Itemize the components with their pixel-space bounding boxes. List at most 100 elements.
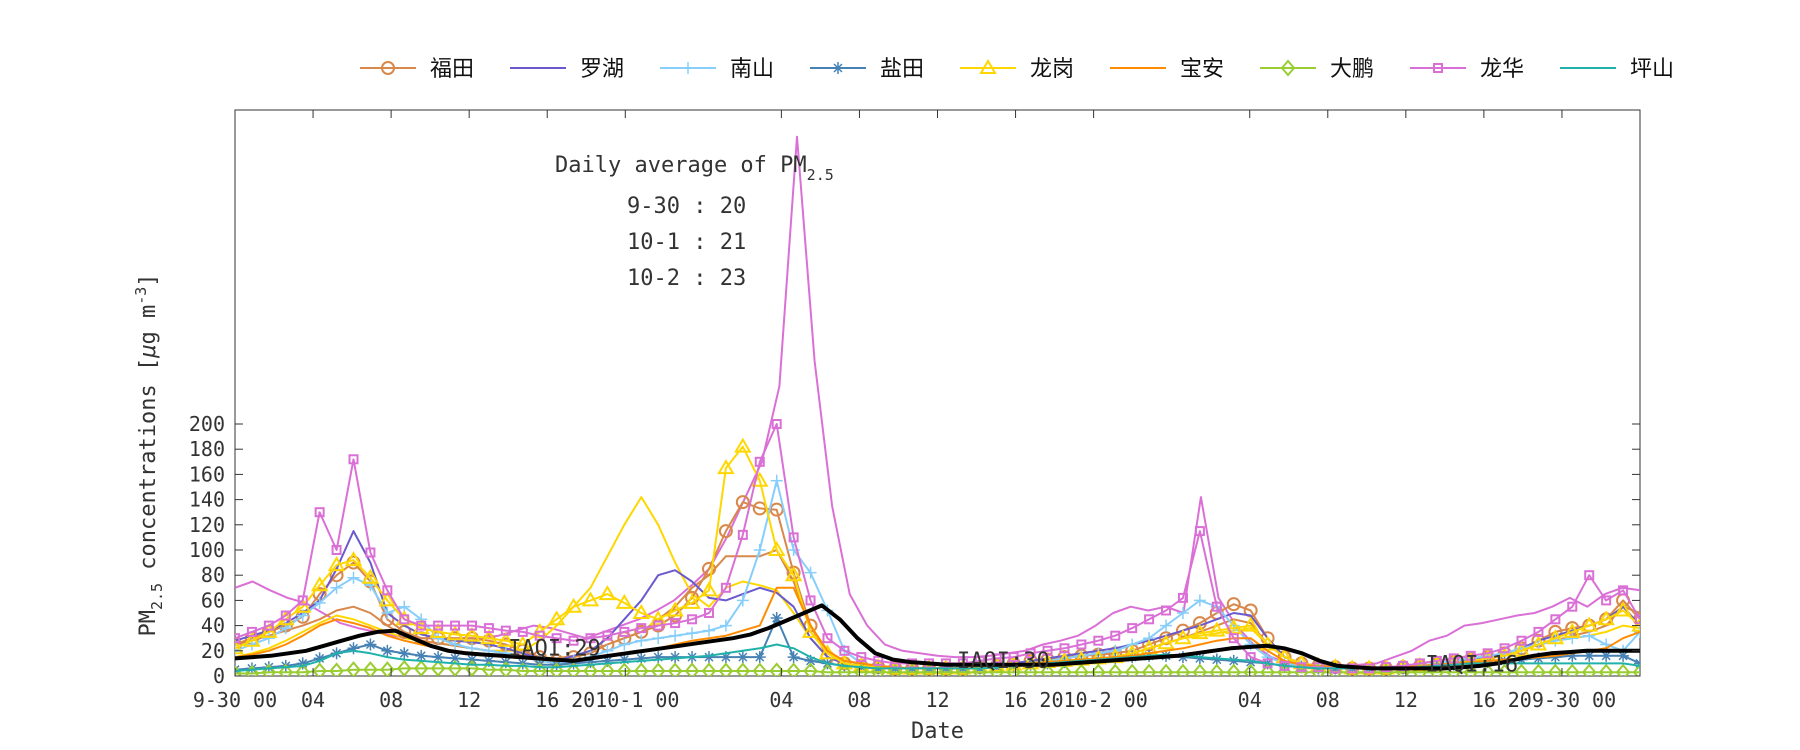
y-label-mu: μ [136,345,161,359]
series-6-point-15 [481,661,497,676]
series-3-point-11 [415,649,428,662]
series-3-point-83 [1634,657,1640,670]
series-6-point-38 [870,663,886,676]
series-7-point-53 [1127,623,1138,634]
series-7-point-73 [1465,650,1476,661]
series-3-point-57-d2 [1195,653,1205,663]
series-7-point-26 [670,618,681,629]
series-6-point-79 [1564,663,1580,676]
series-4-point-20 [564,597,583,613]
series-4-point-1 [243,631,261,647]
iaqi-label-1: IAQI:30 [957,649,1050,674]
series-4-point-21 [581,591,600,607]
series-6-point-27 [684,662,700,676]
series-7-point-54 [1144,614,1155,625]
plot-frame [234,109,1641,677]
series-4-point-60 [1241,616,1260,632]
series-7-point-24 [636,623,647,634]
series-3-point-15 [482,654,495,667]
series-6-point-55 [1158,663,1174,676]
y-tick-label-8: 160 [189,462,225,486]
series-6-point-83 [1632,663,1640,676]
annotation-title: Daily average of PM2.5 [555,153,834,184]
series-7-point-30 [737,529,748,540]
series-6-point-28 [701,662,717,676]
series-6-point-21 [583,662,598,676]
series-6-point-39 [887,663,903,676]
series-3-point-12-d2 [433,652,443,662]
series-4-point-28 [700,581,718,597]
series-4-point-77 [1529,635,1548,651]
series-7-point-83 [1635,614,1640,625]
series-6-point-56 [1175,663,1191,676]
series-6-point-16 [498,661,514,676]
series-4-point-22 [598,585,617,601]
series-6-point-10 [396,659,412,676]
x-tick-label-14: 16 [1472,688,1496,712]
series-7-point-71 [1431,655,1442,666]
series-4-point-7 [344,551,363,567]
series-6-point-59 [1226,663,1242,676]
series-2-point-7 [347,571,360,584]
series-2-point-6 [330,581,343,594]
y-label-close: ] [136,273,161,286]
y-label-pm: PM [136,610,161,637]
series-6-point-24 [633,662,649,676]
series-7-point-78 [1550,614,1561,625]
series-6-point-51 [1090,663,1106,676]
x-tick-label-13: 12 [1394,688,1418,712]
series-7-point-46 [1008,652,1019,663]
series-6-point-32 [769,662,785,676]
series-4-point-83 [1631,616,1640,632]
legend-label-1: 罗湖 [580,57,624,82]
legend: 福田 罗湖 南山 盐田 龙岗 宝安 大鹏 龙华 坪山 [360,57,1674,82]
legend-marker-0 [381,61,395,75]
series-2-point-55 [1160,619,1173,632]
legend-item-0: 福田 [360,57,474,82]
series-7-point-11 [416,620,427,631]
legend-item-1: 罗湖 [510,57,624,82]
series-7-point-13 [450,620,461,631]
series-4-point-27 [683,593,701,609]
series-7-point-18 [534,630,545,641]
series-7-point-75 [1499,643,1510,654]
y-label-rest: concentrations [ [136,358,161,583]
series-3-point-80 [1583,649,1596,662]
series-2-point-8 [364,579,377,592]
legend-item-7: 龙华 [1410,57,1524,82]
series-7-point-48 [1042,645,1053,656]
series-6-point-43 [955,663,971,676]
series-6-point-35 [820,663,835,676]
series-7-point-17 [517,626,528,637]
series-2-point-79 [1566,632,1579,645]
series-4-point-78 [1546,629,1565,645]
series-4-point-30 [734,437,752,453]
x-tick-label-4: 16 [535,688,559,712]
series-6-point-1 [244,664,260,676]
legend-label-7: 龙华 [1480,57,1524,82]
series-7-point-25 [653,620,664,631]
series-6-point-19 [549,662,564,676]
series-2-point-5 [313,596,326,609]
x-tick-label-15: 209-30 00 [1508,688,1616,712]
series-7-point-1 [246,626,257,637]
series-3-point-31-d2 [755,652,765,662]
series-6-point-48 [1040,663,1055,676]
series-6-point-13 [447,659,463,676]
series-4-point-24 [632,604,651,619]
series-6-point-42 [938,663,954,676]
series-3-point-81 [1600,649,1613,662]
annotation-line-2: 10-2 : 23 [627,266,746,291]
series-3-point-81-d2 [1601,651,1611,661]
legend-item-3: 盐田 [810,57,924,82]
series-3-point-58-d2 [1212,655,1222,665]
legend-label-3: 盐田 [880,57,924,82]
series-7-point-52 [1110,630,1121,641]
series-3-point-33-d2 [789,652,799,662]
series-4-point-13 [446,625,464,641]
series-4-point-29 [717,459,735,475]
series-7-point-31 [754,456,765,467]
x-axis-label: Date [911,719,964,744]
x-tick-label-1: 04 [301,688,325,712]
series-7-point-38 [873,655,884,666]
